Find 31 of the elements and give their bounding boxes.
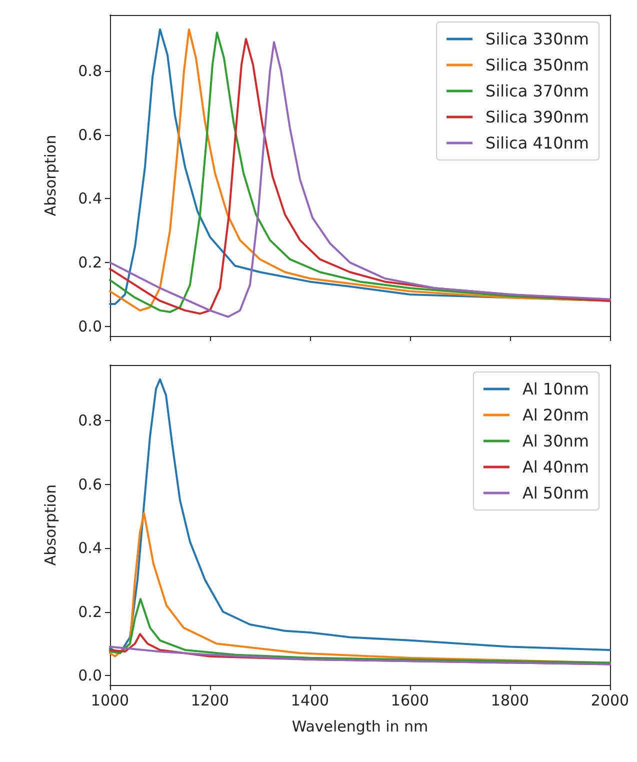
y-tick-label: 0.2	[78, 602, 102, 621]
legend-label: Al 20nm	[522, 406, 589, 424]
y-tick-label: 0.8	[78, 62, 102, 80]
y-tick-label: 0.0	[78, 666, 102, 684]
legend-label: Al 50nm	[522, 484, 589, 502]
x-tick-label: 2000	[590, 692, 630, 710]
line-series	[109, 646, 611, 666]
y-tick-label: 0.4	[78, 190, 102, 208]
y-tick-label: 0.6	[78, 126, 102, 144]
line-series	[109, 598, 611, 664]
legend-label: Silica 410nm	[486, 134, 590, 152]
legend-label: Al 40nm	[522, 458, 589, 476]
y-axis-title: Absorption	[42, 134, 60, 216]
x-tick-label: 1600	[390, 692, 430, 710]
y-tick-label: 0.6	[78, 475, 102, 494]
y-tick-label: 0.8	[78, 412, 102, 430]
y-tick-label: 0.2	[78, 254, 102, 272]
legend-label: Silica 330nm	[486, 30, 590, 48]
x-axis-title: Wavelength in nm	[292, 718, 428, 736]
y-tick-label: 0.0	[78, 317, 102, 336]
legend-label: Silica 390nm	[486, 108, 590, 126]
legend-label: Al 30nm	[522, 432, 589, 450]
x-tick-label: 1200	[190, 692, 230, 710]
x-tick-label: 1400	[290, 692, 330, 710]
x-tick-label: 1000	[90, 692, 130, 710]
legend-label: Silica 370nm	[486, 82, 590, 100]
x-tick-label: 1800	[490, 692, 530, 710]
legend-label: Al 10nm	[522, 380, 589, 398]
legend-label: Silica 350nm	[486, 56, 590, 74]
y-axis-title: Absorption	[42, 484, 60, 566]
y-tick-label: 0.4	[78, 539, 102, 558]
